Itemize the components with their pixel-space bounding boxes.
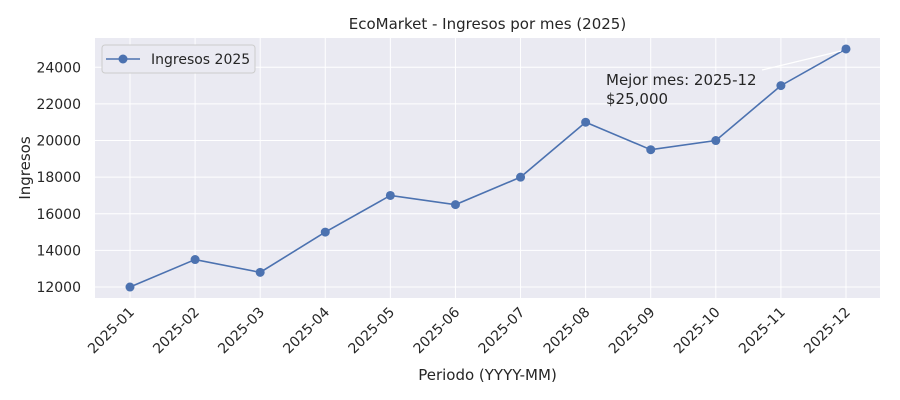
series-line [129, 48, 847, 288]
x-tick-label: 2025-03 [215, 305, 268, 358]
chart-title: EcoMarket - Ingresos por mes (2025) [349, 15, 626, 33]
data-point [255, 267, 265, 277]
x-tick-label: 2025-08 [541, 305, 594, 358]
y-tick-label: 14000 [36, 243, 81, 259]
legend-swatch-marker [118, 54, 128, 64]
data-point [385, 190, 395, 200]
x-tick-label: 2025-07 [476, 305, 529, 358]
data-point [320, 227, 330, 237]
legend-box [101, 44, 256, 74]
legend-label: Ingresos 2025 [151, 52, 250, 68]
x-tick-label: 2025-02 [150, 305, 203, 358]
x-tick-label: 2025-05 [346, 305, 399, 358]
y-tick-label: 12000 [36, 280, 81, 296]
data-point [125, 282, 135, 292]
annotation-arrow [761, 50, 842, 71]
data-point [711, 136, 721, 146]
series-points [125, 44, 851, 292]
x-tick-label: 2025-06 [411, 304, 464, 357]
y-axis-label: Ingresos [16, 136, 34, 200]
plot-area [95, 38, 880, 298]
data-point [581, 117, 591, 127]
x-axis: 2025-01 2025-02 2025-03 2025-04 2025-05 2025-… [85, 304, 854, 357]
y-tick-label: 20000 [36, 134, 81, 150]
x-tick-label: 2025-12 [801, 305, 854, 358]
data-point [516, 172, 526, 182]
x-axis-label: Periodo (YYYY-MM) [418, 366, 557, 384]
annotation-line-1: Mejor mes: 2025-12 [606, 71, 757, 89]
x-tick-label: 2025-09 [606, 305, 659, 358]
data-point [190, 255, 200, 265]
data-point [841, 44, 851, 54]
x-tick-label: 2025-10 [671, 305, 724, 358]
annotation-line-2: $25,000 [606, 90, 668, 108]
x-tick-label: 2025-04 [280, 304, 333, 357]
x-tick-label: 2025-01 [85, 305, 138, 358]
grid [95, 38, 880, 298]
y-axis: 12000 14000 16000 18000 20000 22000 24000 [36, 60, 81, 296]
data-point [450, 200, 460, 210]
y-tick-label: 18000 [36, 170, 81, 186]
y-tick-label: 24000 [36, 60, 81, 76]
legend: Ingresos 2025 [101, 44, 256, 74]
y-tick-label: 16000 [36, 207, 81, 223]
x-tick-label: 2025-11 [736, 305, 789, 358]
data-point [646, 145, 656, 155]
data-point [776, 81, 786, 91]
y-tick-label: 22000 [36, 97, 81, 113]
